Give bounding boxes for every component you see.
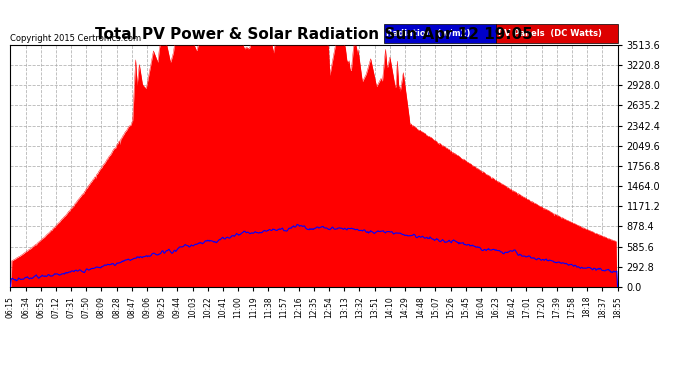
Text: Copyright 2015 Certronics.com: Copyright 2015 Certronics.com (10, 34, 141, 43)
Text: PV Panels  (DC Watts): PV Panels (DC Watts) (498, 29, 602, 38)
Bar (384, 24, 496, 43)
Title: Total PV Power & Solar Radiation Sun Apr 12 19:05: Total PV Power & Solar Radiation Sun Apr… (95, 27, 533, 42)
Text: Radiation  (w/m2): Radiation (w/m2) (386, 29, 470, 38)
Bar (496, 24, 618, 43)
